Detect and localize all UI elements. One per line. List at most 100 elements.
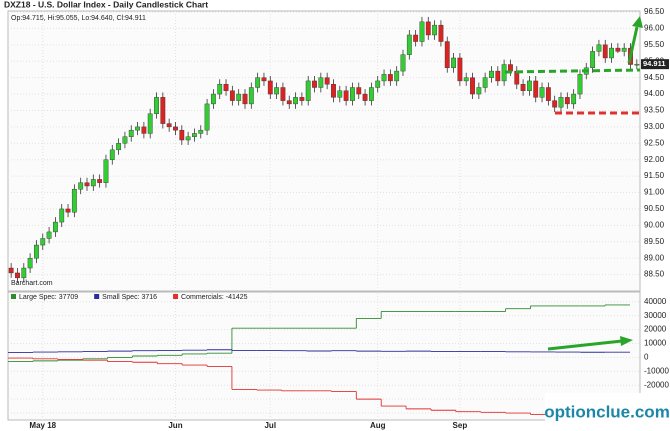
legend-label: Commercials: -41425 — [181, 294, 248, 301]
candle-body — [621, 47, 627, 52]
candle-body — [34, 244, 39, 259]
candle-body — [615, 47, 621, 52]
y-tick-label: 30000 — [644, 311, 667, 320]
candle-body — [236, 93, 242, 101]
candle-body — [577, 74, 583, 95]
candle-body — [154, 97, 159, 114]
candle-body — [217, 84, 223, 95]
candle-body — [590, 51, 596, 69]
support-line — [504, 68, 641, 74]
y-tick-label: 91.00 — [644, 188, 665, 197]
y-tick-label: 93.00 — [644, 122, 665, 131]
last-price-box — [641, 59, 669, 70]
candle-body — [135, 126, 140, 131]
candle-body — [210, 93, 216, 105]
candle-body — [267, 80, 273, 95]
candle-body — [141, 126, 147, 134]
candle-body — [280, 87, 286, 101]
candle-body — [350, 87, 355, 101]
candle-body — [609, 47, 614, 59]
candle-body — [368, 87, 374, 101]
candle-body — [489, 70, 494, 78]
y-tick-label: 89.50 — [644, 237, 665, 246]
candle-body — [312, 80, 317, 88]
legend-swatch — [94, 294, 100, 299]
candle-body — [451, 57, 456, 69]
candle-body — [147, 113, 153, 134]
y-tick-label: 94.50 — [644, 73, 665, 82]
candle-body — [495, 70, 501, 82]
y-tick-label: 90.50 — [644, 204, 665, 213]
candle-body — [229, 90, 235, 101]
candle-body — [343, 90, 349, 101]
legend-label: Small Spec: 3716 — [102, 294, 157, 301]
y-tick-label: 96.00 — [644, 24, 665, 33]
candle-body — [166, 123, 172, 128]
arrow-right — [547, 339, 623, 351]
candle-body — [299, 97, 305, 101]
y-tick-label: 96.50 — [644, 7, 665, 16]
candle-body — [78, 182, 84, 190]
x-tick-label: Jul — [264, 421, 276, 430]
candle-body — [545, 87, 551, 101]
y-tick-label: 20000 — [644, 325, 667, 334]
candle-body — [558, 97, 564, 108]
watermark: optionclue.com — [544, 402, 670, 421]
candle-body — [425, 21, 431, 36]
candle-body — [261, 77, 267, 82]
x-tick-label: Aug — [370, 421, 386, 430]
candle-body — [533, 80, 539, 98]
candle-body — [8, 267, 14, 274]
candle-body — [362, 93, 368, 101]
candle-body — [337, 90, 343, 98]
y-tick-label: 91.50 — [644, 171, 665, 180]
y-tick-label: -20000 — [644, 380, 669, 389]
y-tick-label: 88.50 — [644, 270, 665, 279]
source: Barchart.com — [11, 280, 53, 287]
last-price-label: 94.911 — [643, 59, 666, 68]
candle-body — [116, 143, 122, 151]
candle-body — [356, 87, 362, 95]
candle-body — [46, 231, 52, 239]
legend-swatch — [11, 294, 16, 299]
candle-body — [438, 24, 444, 42]
candle-body — [476, 87, 482, 95]
y-tick-label: 0 — [644, 353, 649, 362]
candle-body — [413, 34, 419, 42]
y-tick-label: 10000 — [644, 339, 667, 348]
legend-label: Large Spec: 37709 — [19, 294, 78, 301]
candle-body — [59, 208, 65, 223]
candle-body — [248, 87, 254, 105]
candle-body — [293, 97, 298, 105]
candle-body — [324, 77, 330, 85]
candle-body — [387, 74, 393, 82]
arrow-head — [632, 16, 643, 28]
arrow-head — [620, 336, 633, 346]
y-tick-label: 90.00 — [644, 220, 665, 229]
candle-body — [463, 77, 469, 82]
y-tick-label: 92.50 — [644, 138, 665, 147]
candle-body — [596, 44, 602, 52]
candle-body — [40, 238, 46, 246]
candle-body — [457, 57, 463, 82]
candle-body — [520, 84, 526, 91]
candle-body — [602, 44, 608, 59]
candle-body — [400, 54, 406, 72]
candle-body — [128, 129, 134, 137]
y-tick-label: 94.00 — [644, 89, 665, 98]
legend-swatch — [173, 294, 179, 299]
candle-body — [192, 133, 197, 137]
candle-body — [375, 80, 381, 88]
candle-body — [242, 93, 248, 105]
candle-body — [65, 208, 71, 213]
candle-body — [103, 159, 109, 183]
price-panel — [7, 10, 641, 292]
candle-body — [444, 41, 450, 68]
candle-body — [470, 77, 475, 95]
candle-body — [223, 84, 229, 91]
candle-body — [482, 77, 488, 88]
candle-body — [286, 100, 292, 105]
ohlc-text: Op:94.715, Hi:95.055, Lo:94.640, Cl:94.9… — [11, 15, 146, 22]
candle-body — [185, 136, 191, 141]
